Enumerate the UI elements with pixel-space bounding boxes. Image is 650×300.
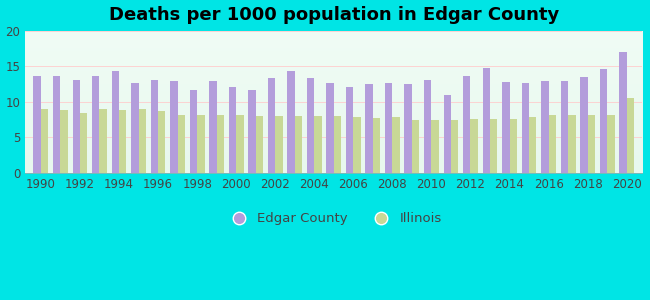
Bar [41,109,48,173]
Bar [60,110,68,173]
Bar [236,115,244,173]
Bar [287,70,294,173]
Bar [112,71,119,173]
Bar [607,115,615,173]
Bar [216,115,224,173]
Bar [451,120,458,173]
Bar [580,77,588,173]
Bar [99,109,107,173]
Bar [443,95,451,173]
Bar [432,120,439,173]
Bar [373,118,380,173]
Bar [209,80,216,173]
Bar [34,76,41,173]
Bar [619,52,627,173]
Bar [73,80,80,173]
Bar [268,78,275,173]
Bar [190,90,197,173]
Bar [568,116,575,173]
Bar [424,80,432,173]
Bar [471,119,478,173]
Bar [294,116,302,173]
Bar [588,115,595,173]
Bar [255,116,263,173]
Bar [275,116,283,173]
Bar [138,109,146,173]
Bar [158,111,166,173]
Bar [490,119,497,173]
Bar [92,76,99,173]
Bar [346,87,354,173]
Bar [354,117,361,173]
Bar [177,116,185,173]
Bar [229,87,236,173]
Bar [463,76,471,173]
Bar [326,83,334,173]
Bar [502,82,510,173]
Bar [170,80,177,173]
Legend: Edgar County, Illinois: Edgar County, Illinois [220,207,447,231]
Bar [510,119,517,173]
Title: Deaths per 1000 population in Edgar County: Deaths per 1000 population in Edgar Coun… [109,6,559,24]
Bar [197,115,205,173]
Bar [365,84,373,173]
Bar [80,112,87,173]
Bar [307,78,315,173]
Bar [522,83,529,173]
Bar [119,110,127,173]
Bar [627,98,634,173]
Bar [482,68,490,173]
Bar [549,116,556,173]
Bar [412,120,419,173]
Bar [600,69,607,173]
Bar [541,80,549,173]
Bar [404,84,412,173]
Bar [529,117,536,173]
Bar [393,117,400,173]
Bar [385,83,393,173]
Bar [131,83,138,173]
Bar [334,116,341,173]
Bar [53,76,60,173]
Bar [248,91,255,173]
Bar [315,116,322,173]
Bar [151,80,158,173]
Bar [561,80,568,173]
